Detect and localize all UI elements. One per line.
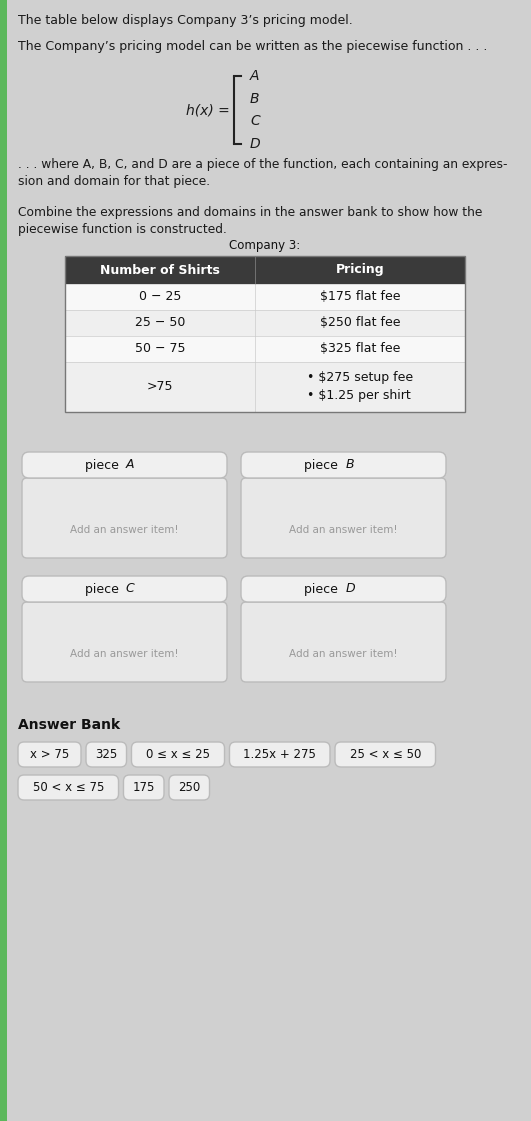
Text: D: D bbox=[341, 583, 355, 595]
Text: Combine the expressions and domains in the answer bank to show how the
piecewise: Combine the expressions and domains in t… bbox=[18, 206, 482, 237]
Text: Add an answer item!: Add an answer item! bbox=[70, 525, 179, 535]
Text: C: C bbox=[123, 583, 135, 595]
Bar bbox=[65, 336, 465, 362]
Text: Add an answer item!: Add an answer item! bbox=[289, 525, 398, 535]
FancyBboxPatch shape bbox=[22, 478, 227, 558]
Text: The table below displays Company 3’s pricing model.: The table below displays Company 3’s pri… bbox=[18, 13, 353, 27]
Text: 325: 325 bbox=[95, 748, 117, 761]
Text: C: C bbox=[250, 114, 260, 128]
FancyBboxPatch shape bbox=[169, 775, 210, 800]
Text: . . . where A, B, C, and D are a piece of the function, each containing an expre: . . . where A, B, C, and D are a piece o… bbox=[18, 158, 508, 188]
Bar bbox=[65, 311, 465, 336]
Bar bbox=[65, 362, 465, 413]
Text: 250: 250 bbox=[178, 781, 200, 794]
Text: 50 < x ≤ 75: 50 < x ≤ 75 bbox=[32, 781, 104, 794]
Bar bbox=[0, 0, 7, 1121]
FancyBboxPatch shape bbox=[229, 742, 330, 767]
Text: A: A bbox=[123, 458, 135, 472]
FancyBboxPatch shape bbox=[22, 576, 227, 602]
FancyBboxPatch shape bbox=[241, 452, 446, 478]
Text: D: D bbox=[250, 137, 261, 151]
Text: 25 − 50: 25 − 50 bbox=[135, 316, 185, 330]
Text: $175 flat fee: $175 flat fee bbox=[320, 290, 400, 304]
Text: B: B bbox=[341, 458, 354, 472]
FancyBboxPatch shape bbox=[241, 478, 446, 558]
Text: Add an answer item!: Add an answer item! bbox=[289, 649, 398, 659]
Text: 0 ≤ x ≤ 25: 0 ≤ x ≤ 25 bbox=[146, 748, 210, 761]
Bar bbox=[65, 284, 465, 311]
Text: Add an answer item!: Add an answer item! bbox=[70, 649, 179, 659]
FancyBboxPatch shape bbox=[241, 576, 446, 602]
Text: The Company’s pricing model can be written as the piecewise function . . .: The Company’s pricing model can be writt… bbox=[18, 40, 487, 53]
FancyBboxPatch shape bbox=[22, 602, 227, 682]
Text: piece: piece bbox=[304, 583, 341, 595]
Text: • $275 setup fee
• $1.25 per shirt: • $275 setup fee • $1.25 per shirt bbox=[307, 371, 413, 402]
Text: Answer Bank: Answer Bank bbox=[18, 717, 120, 732]
FancyBboxPatch shape bbox=[124, 775, 164, 800]
Text: $250 flat fee: $250 flat fee bbox=[320, 316, 400, 330]
Bar bbox=[65, 256, 465, 413]
Text: 0 − 25: 0 − 25 bbox=[139, 290, 181, 304]
Bar bbox=[65, 256, 465, 284]
Text: 25 < x ≤ 50: 25 < x ≤ 50 bbox=[349, 748, 421, 761]
FancyBboxPatch shape bbox=[86, 742, 126, 767]
Text: 50 − 75: 50 − 75 bbox=[135, 343, 185, 355]
Text: Pricing: Pricing bbox=[336, 263, 384, 277]
Text: 1.25x + 275: 1.25x + 275 bbox=[243, 748, 316, 761]
Text: h(x) =: h(x) = bbox=[186, 103, 230, 117]
Text: $325 flat fee: $325 flat fee bbox=[320, 343, 400, 355]
Text: Number of Shirts: Number of Shirts bbox=[100, 263, 220, 277]
FancyBboxPatch shape bbox=[241, 602, 446, 682]
FancyBboxPatch shape bbox=[335, 742, 435, 767]
Text: Company 3:: Company 3: bbox=[229, 239, 301, 252]
FancyBboxPatch shape bbox=[22, 452, 227, 478]
Text: x > 75: x > 75 bbox=[30, 748, 69, 761]
FancyBboxPatch shape bbox=[18, 742, 81, 767]
Text: piece: piece bbox=[84, 458, 123, 472]
FancyBboxPatch shape bbox=[18, 775, 118, 800]
Text: piece: piece bbox=[304, 458, 341, 472]
FancyBboxPatch shape bbox=[132, 742, 225, 767]
Text: A: A bbox=[250, 70, 260, 83]
Text: piece: piece bbox=[84, 583, 123, 595]
Text: 175: 175 bbox=[133, 781, 155, 794]
Text: >75: >75 bbox=[147, 380, 173, 393]
Text: B: B bbox=[250, 92, 260, 105]
